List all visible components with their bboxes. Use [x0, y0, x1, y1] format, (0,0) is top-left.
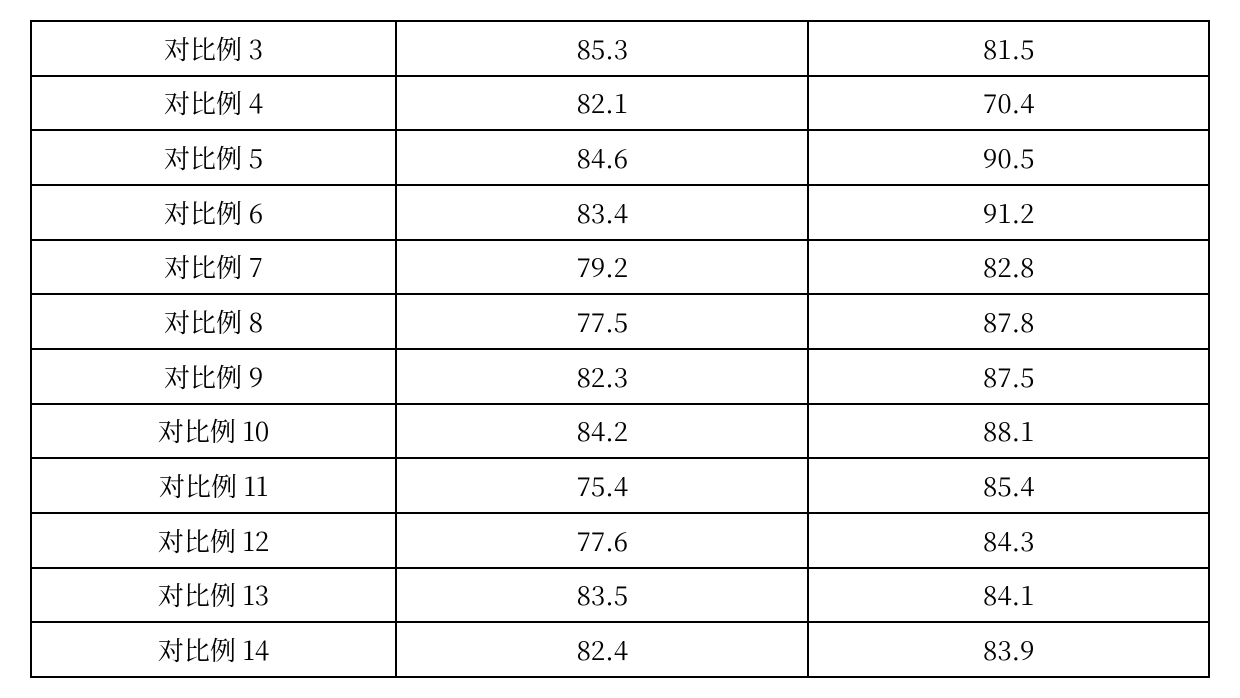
cell-value-a: 82.1 [396, 76, 808, 131]
cell-label: 对比例 10 [31, 404, 396, 459]
cell-label: 对比例 9 [31, 349, 396, 404]
cell-value-b: 82.8 [808, 240, 1209, 295]
cell-value-a: 75.4 [396, 458, 808, 513]
cell-value-a: 84.2 [396, 404, 808, 459]
cell-value-b: 85.4 [808, 458, 1209, 513]
cell-label: 对比例 5 [31, 130, 396, 185]
cell-value-b: 84.1 [808, 568, 1209, 623]
cell-label: 对比例 11 [31, 458, 396, 513]
cell-value-a: 83.4 [396, 185, 808, 240]
table-row: 对比例 11 75.4 85.4 [31, 458, 1209, 513]
cell-value-a: 77.6 [396, 513, 808, 568]
table-row: 对比例 5 84.6 90.5 [31, 130, 1209, 185]
cell-value-a: 85.3 [396, 21, 808, 76]
table-row: 对比例 4 82.1 70.4 [31, 76, 1209, 131]
cell-value-a: 82.4 [396, 622, 808, 677]
cell-value-a: 82.3 [396, 349, 808, 404]
cell-value-b: 87.8 [808, 294, 1209, 349]
table-row: 对比例 10 84.2 88.1 [31, 404, 1209, 459]
table-row: 对比例 12 77.6 84.3 [31, 513, 1209, 568]
cell-value-b: 87.5 [808, 349, 1209, 404]
cell-label: 对比例 8 [31, 294, 396, 349]
cell-value-b: 84.3 [808, 513, 1209, 568]
table-row: 对比例 13 83.5 84.1 [31, 568, 1209, 623]
cell-label: 对比例 7 [31, 240, 396, 295]
cell-value-b: 81.5 [808, 21, 1209, 76]
cell-value-a: 77.5 [396, 294, 808, 349]
table-row: 对比例 6 83.4 91.2 [31, 185, 1209, 240]
table-row: 对比例 9 82.3 87.5 [31, 349, 1209, 404]
cell-value-b: 83.9 [808, 622, 1209, 677]
data-table: 对比例 3 85.3 81.5 对比例 4 82.1 70.4 对比例 5 84… [30, 20, 1210, 678]
cell-label: 对比例 4 [31, 76, 396, 131]
table-row: 对比例 14 82.4 83.9 [31, 622, 1209, 677]
cell-label: 对比例 6 [31, 185, 396, 240]
cell-value-b: 88.1 [808, 404, 1209, 459]
cell-value-b: 70.4 [808, 76, 1209, 131]
cell-value-b: 91.2 [808, 185, 1209, 240]
cell-value-a: 79.2 [396, 240, 808, 295]
cell-label: 对比例 12 [31, 513, 396, 568]
cell-label: 对比例 13 [31, 568, 396, 623]
cell-label: 对比例 14 [31, 622, 396, 677]
table-row: 对比例 7 79.2 82.8 [31, 240, 1209, 295]
cell-value-a: 83.5 [396, 568, 808, 623]
cell-value-b: 90.5 [808, 130, 1209, 185]
table-row: 对比例 8 77.5 87.8 [31, 294, 1209, 349]
cell-value-a: 84.6 [396, 130, 808, 185]
table-container: 对比例 3 85.3 81.5 对比例 4 82.1 70.4 对比例 5 84… [0, 0, 1240, 698]
cell-label: 对比例 3 [31, 21, 396, 76]
table-row: 对比例 3 85.3 81.5 [31, 21, 1209, 76]
